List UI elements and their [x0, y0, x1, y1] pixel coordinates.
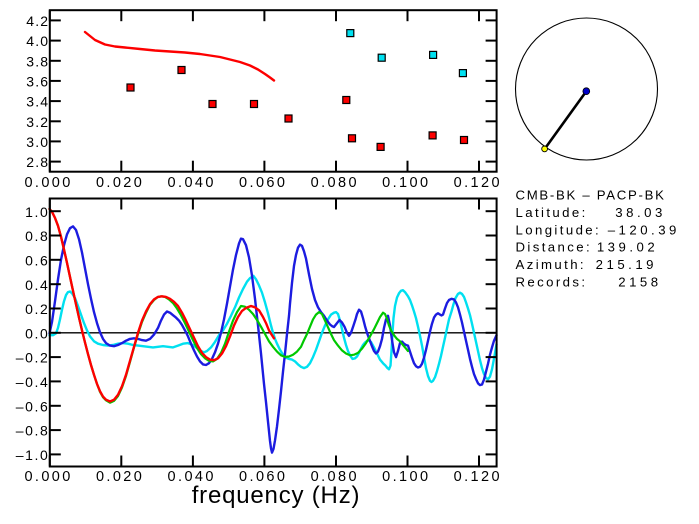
svg-text:Longitude:: Longitude: [516, 222, 602, 237]
svg-text:–120.39: –120.39 [608, 222, 680, 237]
svg-text:0.120: 0.120 [454, 175, 502, 191]
svg-text:Distance:: Distance: [516, 240, 593, 255]
svg-text:3.6: 3.6 [26, 74, 49, 90]
svg-text:Azimuth:: Azimuth: [516, 257, 587, 272]
svg-text:CMB-BK – PACP-BK: CMB-BK – PACP-BK [516, 187, 666, 202]
svg-text:0.100: 0.100 [382, 175, 430, 191]
svg-text:0.000: 0.000 [24, 175, 72, 191]
svg-text:0.000: 0.000 [24, 469, 72, 485]
svg-text:0.100: 0.100 [382, 469, 430, 485]
svg-text:0.4: 0.4 [25, 277, 49, 293]
svg-text:0.8: 0.8 [25, 228, 49, 244]
svg-text:0.0: 0.0 [25, 325, 49, 341]
svg-text:–0.2: –0.2 [16, 350, 50, 366]
svg-text:–0.8: –0.8 [16, 423, 50, 439]
svg-text:0.080: 0.080 [311, 175, 359, 191]
svg-text:3.2: 3.2 [26, 114, 49, 130]
svg-text:3.8: 3.8 [26, 53, 49, 69]
svg-text:0.060: 0.060 [239, 175, 287, 191]
svg-text:0.020: 0.020 [96, 469, 144, 485]
svg-text:0.060: 0.060 [239, 469, 287, 485]
svg-text:0.040: 0.040 [168, 469, 216, 485]
svg-text:0.6: 0.6 [25, 252, 49, 268]
svg-text:0.020: 0.020 [96, 175, 144, 191]
svg-text:4.2: 4.2 [26, 13, 49, 29]
svg-text:0.120: 0.120 [454, 469, 502, 485]
svg-text:215.19: 215.19 [596, 257, 657, 272]
svg-text:–1.0: –1.0 [16, 447, 50, 463]
svg-text:1.0: 1.0 [25, 204, 49, 220]
svg-text:–0.6: –0.6 [16, 398, 50, 414]
svg-text:2.8: 2.8 [26, 154, 49, 170]
svg-text:4.0: 4.0 [26, 33, 49, 49]
svg-text:139.02: 139.02 [597, 240, 658, 255]
svg-text:3.4: 3.4 [26, 94, 49, 110]
svg-text:0.080: 0.080 [311, 469, 359, 485]
svg-text:38.03: 38.03 [615, 205, 666, 220]
svg-text:–0.4: –0.4 [16, 374, 50, 390]
svg-text:0.040: 0.040 [168, 175, 216, 191]
svg-text:Records:: Records: [516, 274, 588, 289]
svg-text:Latitude:: Latitude: [516, 205, 588, 220]
svg-text:frequency (Hz): frequency (Hz) [192, 482, 361, 509]
svg-text:3.0: 3.0 [26, 134, 49, 150]
svg-text:0.2: 0.2 [25, 301, 49, 317]
svg-text:2158: 2158 [618, 274, 661, 289]
